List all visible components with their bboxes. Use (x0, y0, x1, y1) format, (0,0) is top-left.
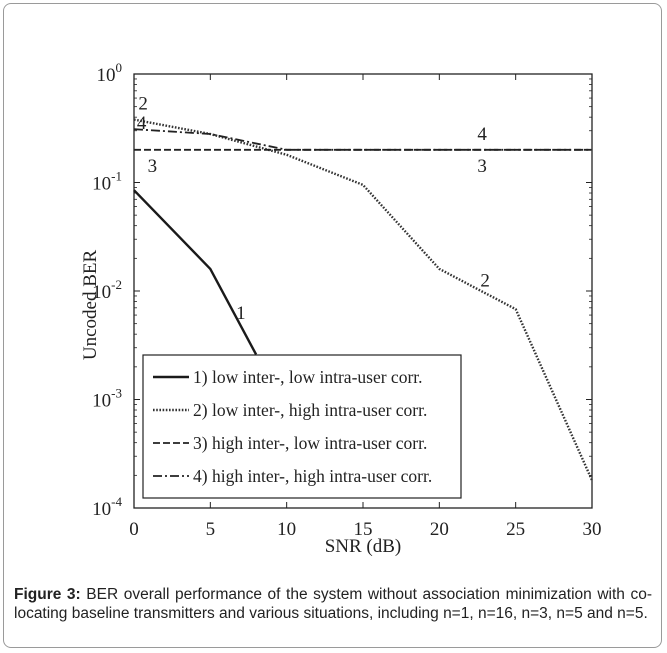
x-tick-label: 5 (206, 519, 216, 540)
y-tick-label: 10-1 (92, 169, 122, 195)
x-axis-label: SNR (dB) (325, 536, 402, 557)
legend-box (142, 354, 462, 499)
curve-label-3: 3 (148, 156, 158, 177)
x-tick-labels: 0 5 10 15 20 25 30 (129, 519, 601, 540)
curve-label-2: 2 (480, 271, 490, 292)
curve-labels: 1 2 2 3 3 4 4 (137, 94, 490, 325)
caption-text: BER overall performance of the system wi… (14, 586, 652, 622)
x-tick-label: 30 (583, 519, 602, 540)
y-tick-label: 100 (97, 60, 123, 86)
caption-label: Figure 3: (14, 586, 81, 603)
x-tick-label: 25 (506, 519, 525, 540)
x-tick-label: 0 (129, 519, 139, 540)
legend-label-1: 1) low inter-, low intra-user corr. (193, 367, 423, 387)
x-tick-label: 15 (354, 519, 373, 540)
y-tick-label: 10-4 (92, 494, 122, 520)
series-layer (133, 118, 594, 481)
x-tick-label: 10 (277, 519, 296, 540)
curve-label-3: 3 (477, 156, 487, 177)
curve-label-4: 4 (477, 124, 487, 145)
legend-label-3: 3) high inter-, low intra-user corr. (193, 433, 427, 453)
series-4-line (133, 128, 592, 151)
y-tick-label: 10-2 (92, 277, 122, 303)
y-axis-label: Uncoded BER (80, 250, 101, 361)
figure-caption: Figure 3: BER overall performance of the… (14, 585, 652, 623)
legend: 1) low inter-, low intra-user corr. 2) lo… (142, 354, 462, 499)
y-tick-labels: 100 10-1 10-2 10-3 10-4 (92, 60, 122, 520)
x-tick-label: 20 (430, 519, 449, 540)
y-tick-label: 10-3 (92, 386, 122, 412)
series-1-line (133, 189, 258, 356)
figure-frame (3, 3, 662, 648)
legend-label-4: 4) high inter-, high intra-user corr. (193, 466, 432, 486)
legend-label-2: 2) low inter-, high intra-user corr. (193, 400, 427, 420)
curve-label-4: 4 (137, 113, 147, 134)
ber-chart: 1 2 2 3 3 4 4 0 5 10 15 20 25 30 100 10-1 10-2 10-3 10-4… (80, 60, 602, 557)
curve-label-1: 1 (236, 303, 246, 324)
curve-label-2: 2 (138, 94, 148, 115)
